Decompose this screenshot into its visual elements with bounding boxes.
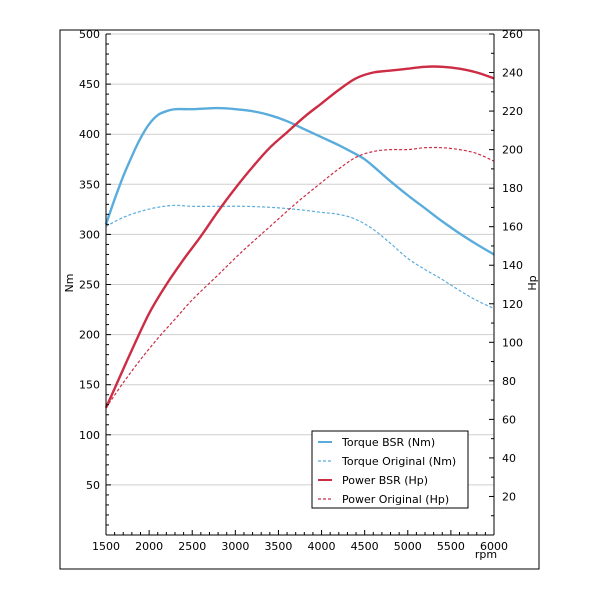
y-right-tick-label: 120 xyxy=(502,298,523,311)
series-line-torque-original xyxy=(105,204,495,310)
x-tick-label: 4000 xyxy=(308,540,336,553)
x-tick-label: 5000 xyxy=(394,540,422,553)
y-left-tick-label: 250 xyxy=(79,279,100,292)
x-tick-label: 6000 xyxy=(480,540,508,553)
y-left-tick-label: 150 xyxy=(79,379,100,392)
x-tick-label: 5500 xyxy=(437,540,465,553)
legend-box xyxy=(311,430,469,509)
y-axis-left-label: Nm xyxy=(63,274,76,293)
y-left-tick-label: 50 xyxy=(86,479,100,492)
x-tick-label: 2000 xyxy=(135,540,163,553)
y-left-tick-label: 300 xyxy=(79,228,100,241)
x-tick-label: 3500 xyxy=(264,540,292,553)
legend-label: Power BSR (Hp) xyxy=(342,474,428,487)
y-right-tick-label: 20 xyxy=(502,490,516,503)
y-left-tick-label: 450 xyxy=(79,78,100,91)
x-tick-label: 2500 xyxy=(178,540,206,553)
y-right-tick-label: 40 xyxy=(502,452,516,465)
y-right-tick-label: 180 xyxy=(502,182,523,195)
y-axis-right-label: Hp xyxy=(526,275,539,290)
y-left-tick-label: 100 xyxy=(79,429,100,442)
series-line-torque-bsr xyxy=(104,106,495,256)
y-right-tick-label: 60 xyxy=(502,413,516,426)
y-left-tick-label: 200 xyxy=(79,329,100,342)
y-left-tick-label: 500 xyxy=(79,28,100,41)
y-right-tick-label: 200 xyxy=(502,144,523,157)
y-right-tick-label: 220 xyxy=(502,105,523,118)
x-tick-label: 1500 xyxy=(92,540,120,553)
y-left-tick-label: 350 xyxy=(79,178,100,191)
series-line-power-bsr xyxy=(104,65,495,409)
y-right-tick-label: 260 xyxy=(502,28,523,41)
legend-label: Torque Original (Nm) xyxy=(341,455,456,468)
y-right-tick-label: 80 xyxy=(502,375,516,388)
x-tick-label: 3000 xyxy=(221,540,249,553)
y-right-tick-label: 140 xyxy=(502,259,523,272)
y-right-tick-label: 160 xyxy=(502,221,523,234)
legend-label: Power Original (Hp) xyxy=(342,493,449,506)
y-right-tick-label: 100 xyxy=(502,336,523,349)
x-tick-label: 4500 xyxy=(351,540,379,553)
legend-label: Torque BSR (Nm) xyxy=(341,436,435,449)
y-left-tick-label: 400 xyxy=(79,128,100,141)
y-right-tick-label: 240 xyxy=(502,67,523,80)
x-axis-label: rpm xyxy=(475,548,497,561)
